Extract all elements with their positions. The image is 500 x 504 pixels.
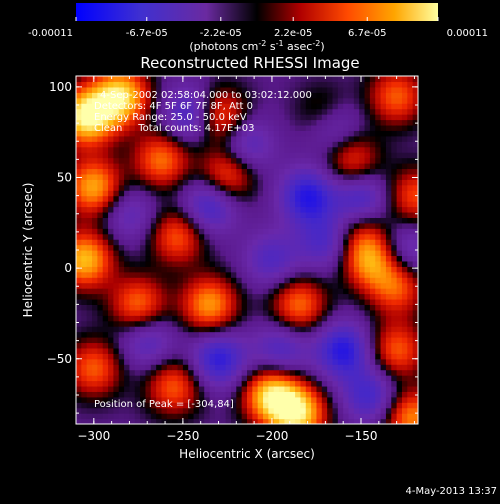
x-axis-label: Heliocentric X (arcsec) — [179, 447, 315, 461]
colorbar-tick-label: 2.2e-05 — [274, 28, 312, 39]
x-tick-label: −150 — [345, 429, 378, 443]
y-tick-label: 100 — [49, 80, 72, 94]
y-tick-label: 0 — [64, 261, 72, 275]
colorbar-unit-label: (photons cm-2 s-1 asec-2) — [189, 39, 324, 54]
colorbar-tick-label: -0.00011 — [28, 28, 73, 39]
y-tick-label: 50 — [57, 171, 72, 185]
colorbar: -0.00011 -6.7e-05 -2.2e-05 2.2e-05 6.7e-05 0.… — [28, 3, 488, 53]
annotation-time: 4-Sep-2002 02:58:04.000 to 03:02:12.000 — [100, 90, 312, 101]
y-axis-label: Heliocentric Y (arcsec) — [21, 183, 35, 318]
x-tick-label: −250 — [166, 429, 199, 443]
colorbar-tick-label: -2.2e-05 — [200, 28, 242, 39]
colorbar-tick-label: 0.00011 — [447, 28, 488, 39]
annotation-energy: Energy Range: 25.0 - 50.0 keV — [94, 112, 247, 123]
annotation-peak: Position of Peak = [-304,84] — [94, 399, 234, 410]
x-tick-label: −200 — [255, 429, 288, 443]
annotation-clean: Clean Total counts: 4.17E+03 — [94, 123, 254, 134]
footer-date: 4-May-2013 13:37 — [405, 486, 497, 497]
y-tick-label: −50 — [47, 352, 72, 366]
annotation-detectors: Detectors: 4F 5F 6F 7F 8F, Att 0 — [94, 101, 253, 112]
colorbar-tick-label: -6.7e-05 — [126, 28, 168, 39]
x-tick-label: −300 — [77, 429, 110, 443]
chart-title: Reconstructed RHESSI Image — [140, 54, 359, 72]
colorbar-gradient — [76, 3, 438, 21]
colorbar-tick-label: 6.7e-05 — [348, 28, 386, 39]
